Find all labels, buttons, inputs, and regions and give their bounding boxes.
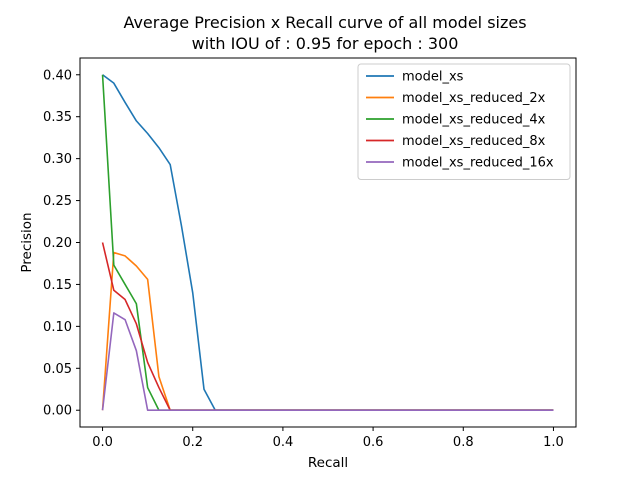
legend-label-model_xs_reduced_16x: model_xs_reduced_16x [402,156,554,171]
series-line-model_xs_reduced_16x [101,312,554,412]
x-tick-label: 0.6 [363,435,384,450]
plot-frame [79,57,577,428]
x-tick-label: 0.0 [92,435,113,450]
x-tick-label: 0.2 [182,435,203,450]
legend-label-model_xs_reduced_4x: model_xs_reduced_4x [402,113,546,128]
y-tick-label: 0.25 [43,194,72,209]
legend-label-model_xs_reduced_8x: model_xs_reduced_8x [402,134,546,149]
series-line-model_xs_reduced_2x [101,251,554,412]
series-layer [101,74,554,412]
y-tick-label: 0.15 [43,278,72,293]
y-tick-label: 0.20 [43,236,72,251]
y-tick-label: 0.35 [43,110,72,125]
y-tick-label: 0.40 [43,68,72,83]
ticks-layer: 0.0 0.2 0.4 0.6 0.8 1.0 0.00 0.05 0.10 0.15 0.20 0.… [43,68,564,450]
x-axis-label: Recall [308,455,348,471]
legend: model_xs model_xs_reduced_2x model_xs_redu… [357,63,571,180]
legend-label-model_xs: model_xs [402,70,464,85]
x-tick-label: 0.8 [453,435,474,450]
legend-box [357,63,571,180]
chart-title-line-1: Average Precision x Recall curve of all … [123,13,526,32]
y-tick-label: 0.00 [43,404,72,419]
y-tick-label: 0.05 [43,362,72,377]
y-tick-label: 0.30 [43,152,72,167]
y-tick-label: 0.10 [43,320,72,335]
legend-label-model_xs_reduced_2x: model_xs_reduced_2x [402,91,546,106]
series-line-model_xs_reduced_8x [101,242,554,412]
y-axis-label: Precision [19,212,35,272]
x-tick-label: 1.0 [543,435,564,450]
x-tick-label: 0.4 [273,435,294,450]
chart-title-line-2: with IOU of : 0.95 for epoch : 300 [192,34,459,53]
series-line-model_xs [102,74,554,412]
